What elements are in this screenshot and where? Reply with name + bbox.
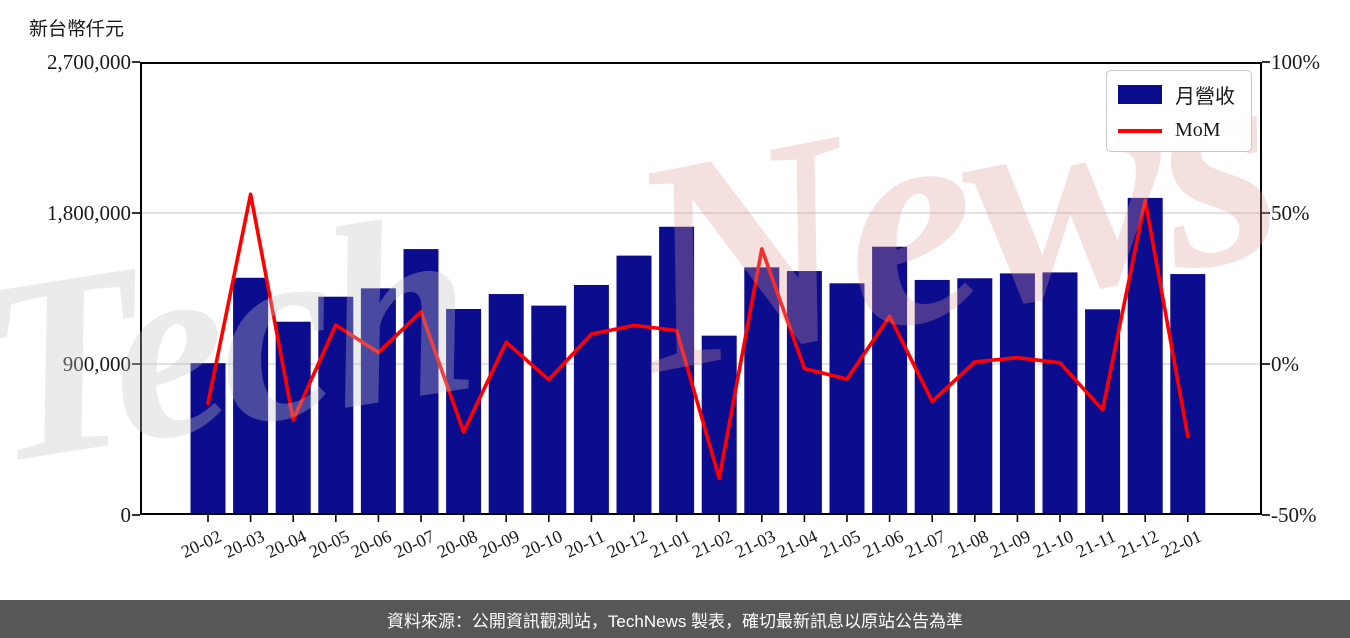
revenue-bar xyxy=(829,283,865,515)
x-tick-label: 21-01 xyxy=(646,526,694,562)
x-tick-label: 21-10 xyxy=(1029,526,1077,562)
revenue-bar xyxy=(872,246,908,515)
revenue-bar xyxy=(1170,274,1206,515)
revenue-mom-chart xyxy=(132,61,1270,522)
y-tick-label-right: 0% xyxy=(1271,352,1299,376)
x-tick-label: 20-05 xyxy=(305,526,353,562)
x-tick-label: 21-04 xyxy=(774,526,821,562)
legend-label-revenue: 月營收 xyxy=(1175,86,1235,108)
x-tick-label: 21-12 xyxy=(1115,526,1162,562)
legend-item-mom: MoM xyxy=(1118,119,1235,142)
legend: 月營收 MoM xyxy=(1106,70,1252,152)
y-tick-label-left: 900,000 xyxy=(62,352,131,376)
revenue-bar xyxy=(999,273,1035,515)
x-tick-label: 20-11 xyxy=(561,526,608,562)
revenue-bar xyxy=(318,296,354,515)
plot-border xyxy=(140,62,1262,515)
x-tick-label: 20-02 xyxy=(177,526,225,562)
x-tick-label: 21-06 xyxy=(859,526,907,562)
x-tick-label: 20-07 xyxy=(390,526,438,562)
x-tick-label: 21-03 xyxy=(731,526,779,562)
revenue-bar xyxy=(744,267,780,515)
footer-caption: 資料來源：公開資訊觀測站，TechNews 製表，確切最新訊息以原站公告為準 xyxy=(386,611,964,631)
revenue-bar xyxy=(233,277,269,515)
x-tick-label: 20-03 xyxy=(220,526,268,562)
x-tick-label: 20-04 xyxy=(263,526,310,562)
revenue-bar xyxy=(1127,197,1163,515)
footer: 資料來源：公開資訊觀測站，TechNews 製表，確切最新訊息以原站公告為準 xyxy=(0,600,1350,638)
x-tick-label: 20-06 xyxy=(348,526,395,562)
x-tick-label: 20-09 xyxy=(476,526,523,562)
revenue-bar xyxy=(488,294,524,515)
revenue-bar xyxy=(701,335,737,515)
revenue-bar xyxy=(360,288,396,515)
y-tick-label-left: 2,700,000 xyxy=(47,50,131,74)
revenue-swatch xyxy=(1118,85,1162,104)
legend-label-mom: MoM xyxy=(1175,119,1221,141)
revenue-bar xyxy=(786,271,822,515)
revenue-bar xyxy=(403,249,439,516)
x-tick-label: 20-12 xyxy=(603,526,651,562)
y-tick-label-right: 100% xyxy=(1271,50,1320,74)
y-tick-label-left: 0 xyxy=(120,503,132,527)
mom-line xyxy=(206,192,1190,480)
x-tick-label: 21-02 xyxy=(689,526,736,562)
x-tick-label: 21-07 xyxy=(902,526,949,562)
x-tick-label: 21-09 xyxy=(987,526,1034,562)
x-tick-label: 20-10 xyxy=(518,526,566,562)
revenue-bar xyxy=(446,308,482,515)
x-tick-label: 21-08 xyxy=(944,526,992,562)
y-axis-title: 新台幣仟元 xyxy=(29,19,125,40)
y-tick-label-left: 1,800,000 xyxy=(47,201,131,225)
revenue-bar xyxy=(1042,272,1078,515)
x-tick-label: 22-01 xyxy=(1157,526,1205,562)
x-tick-label: 20-08 xyxy=(433,526,481,562)
mom-swatch xyxy=(1118,128,1162,133)
plot-area: 月營收 MoM xyxy=(132,61,1270,522)
x-tick-label: 21-11 xyxy=(1073,526,1120,562)
revenue-bar xyxy=(190,363,226,515)
revenue-bar xyxy=(957,278,993,515)
revenue-bar xyxy=(573,284,609,515)
revenue-bar xyxy=(616,255,652,516)
revenue-bar xyxy=(531,305,567,515)
x-tick-label: 21-05 xyxy=(816,526,864,562)
legend-item-revenue: 月營收 xyxy=(1118,80,1235,109)
revenue-bar xyxy=(1085,309,1121,515)
y-tick-label-right: -50% xyxy=(1271,503,1317,527)
y-tick-label-right: 50% xyxy=(1271,201,1310,225)
